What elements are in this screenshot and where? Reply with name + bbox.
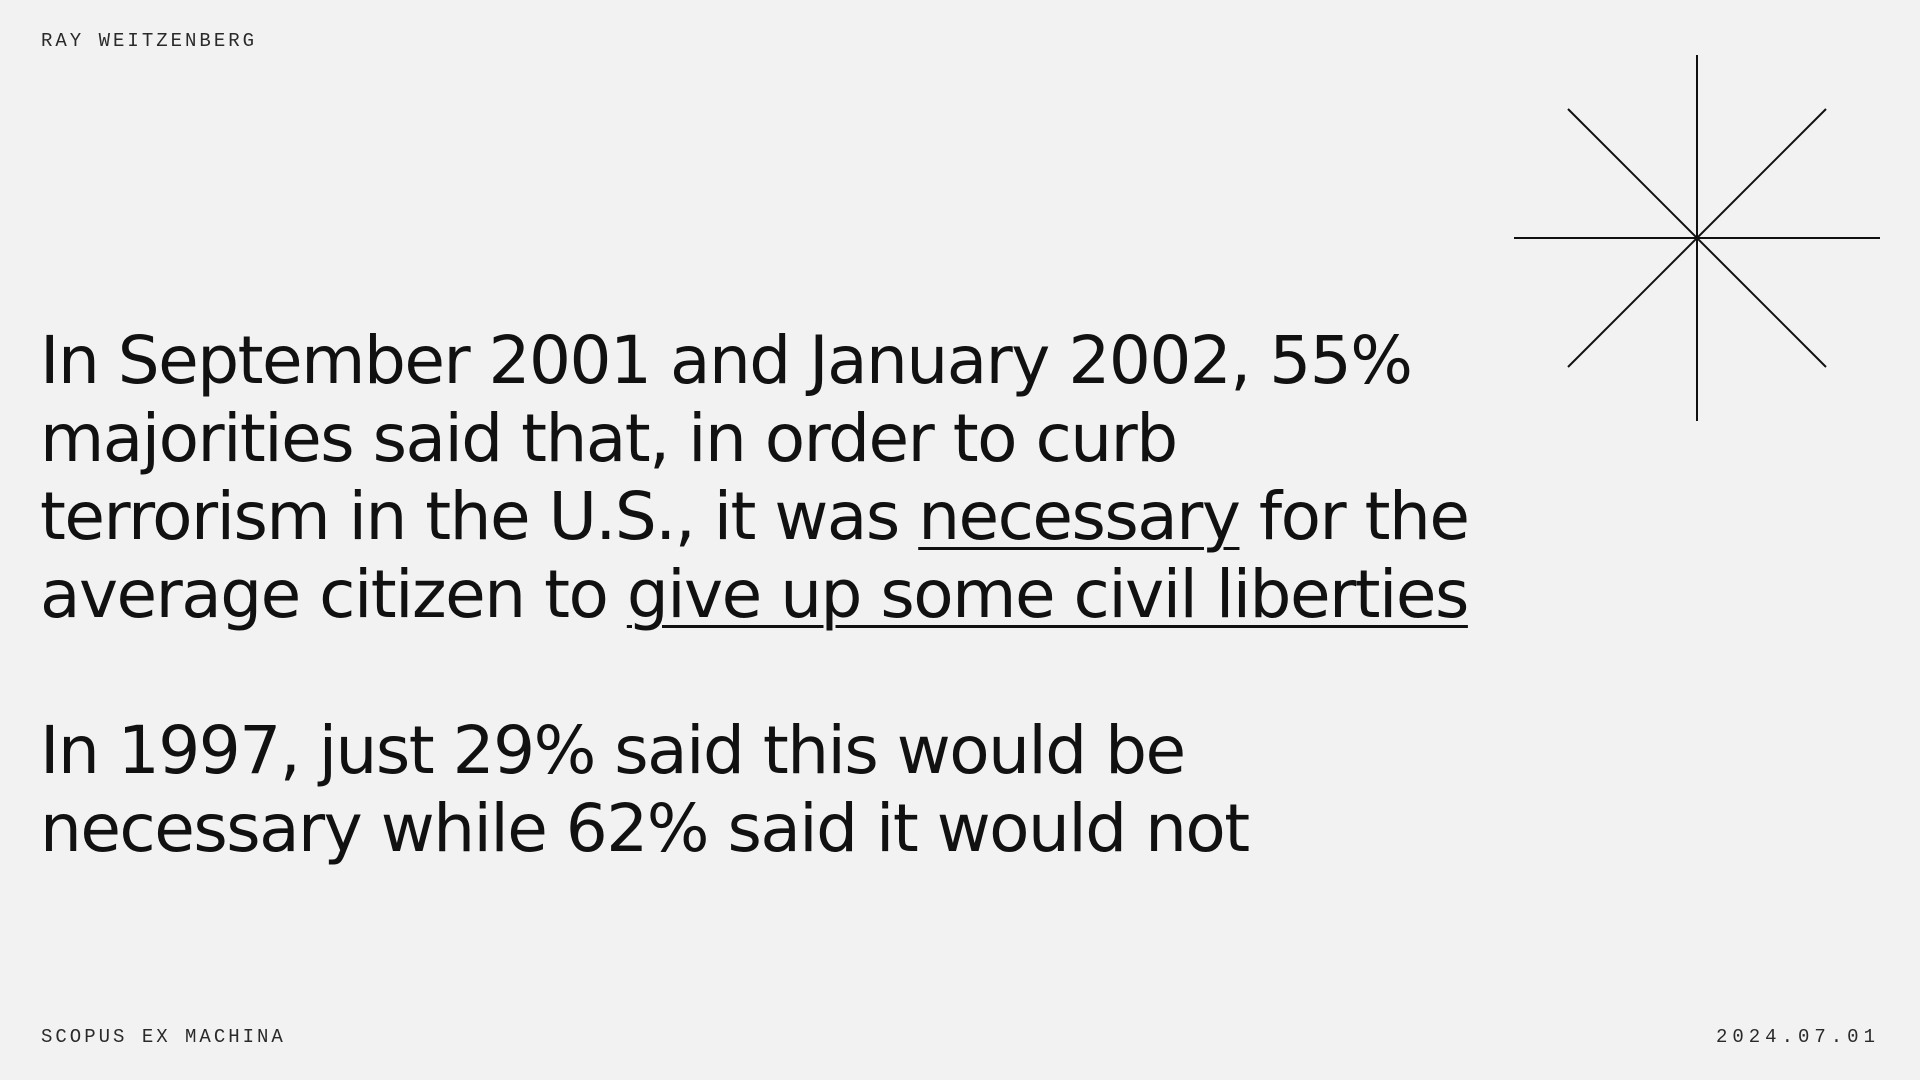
starburst-antidiagonal-line — [1567, 108, 1827, 368]
paragraph-1: In September 2001 and January 2002, 55% … — [40, 322, 1480, 634]
paragraph-1-text-b: for the average citizen to — [40, 478, 1470, 633]
paragraph-2: In 1997, just 29% said this would be nec… — [40, 712, 1250, 867]
starburst-icon — [1514, 55, 1880, 421]
slide-body: In September 2001 and January 2002, 55% … — [40, 322, 1480, 868]
footer-title: SCOPUS EX MACHINA — [41, 1026, 286, 1048]
author-name: RAY WEITZENBERG — [41, 30, 258, 52]
underlined-civil-liberties: give up some civil liberties — [626, 556, 1470, 633]
underlined-necessary: necessary — [918, 478, 1241, 555]
paragraph-1-text-a: In September 2001 and January 2002, 55% … — [40, 322, 1413, 555]
footer-date: 2024.07.01 — [1715, 1026, 1880, 1048]
